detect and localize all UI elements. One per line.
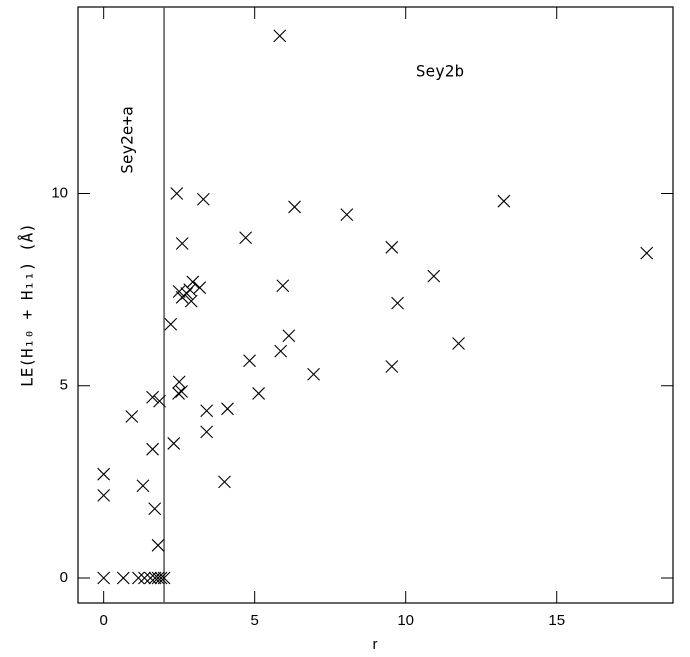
point	[146, 390, 159, 404]
point	[252, 387, 266, 400]
annotation: Sey2e+a	[118, 106, 137, 173]
point	[340, 208, 354, 222]
point	[172, 285, 186, 298]
point	[307, 367, 320, 381]
point	[172, 387, 185, 400]
point	[153, 394, 166, 408]
point	[221, 402, 234, 416]
point	[196, 192, 210, 206]
point	[164, 317, 178, 331]
point	[151, 571, 165, 585]
x-tick-label: 0	[100, 612, 108, 629]
point	[239, 231, 253, 245]
y-tick-label: 5	[60, 377, 68, 394]
point	[200, 404, 214, 418]
plot-frame	[77, 6, 674, 604]
point	[157, 571, 171, 585]
point	[452, 337, 465, 350]
point	[170, 187, 184, 200]
point	[136, 479, 150, 493]
point	[218, 475, 231, 489]
point	[243, 354, 256, 368]
point	[167, 437, 181, 450]
point	[282, 329, 296, 343]
point	[132, 571, 145, 585]
point	[172, 375, 186, 389]
point	[148, 502, 162, 516]
point	[180, 287, 194, 300]
point	[288, 200, 301, 214]
y-tick-label: 10	[51, 184, 68, 201]
x-tick-label: 10	[397, 612, 414, 629]
point	[97, 571, 111, 585]
point	[391, 296, 404, 310]
x-axis-label: r	[373, 636, 378, 653]
x-tick-label: 15	[548, 612, 565, 629]
point	[154, 571, 168, 585]
annotation: Sey2b	[416, 62, 464, 81]
point	[97, 467, 111, 481]
point	[193, 281, 207, 295]
point	[273, 29, 287, 43]
point	[184, 294, 198, 308]
point	[175, 385, 188, 398]
point	[186, 275, 200, 289]
point	[97, 488, 111, 502]
y-tick-label: 0	[60, 569, 68, 586]
point	[276, 279, 290, 293]
point	[497, 194, 511, 208]
point	[385, 240, 399, 254]
point	[116, 571, 130, 585]
point	[427, 269, 441, 283]
point	[138, 571, 151, 585]
point	[385, 360, 399, 373]
point	[175, 237, 189, 250]
point	[125, 410, 139, 423]
point	[151, 538, 165, 552]
point	[148, 571, 162, 585]
point	[640, 246, 654, 260]
point	[146, 442, 159, 456]
y-axis-label: LE(H₁₀ + H₁₁) (Å)	[18, 223, 37, 387]
point	[200, 425, 214, 439]
x-tick-label: 5	[251, 612, 259, 629]
point	[274, 344, 288, 358]
